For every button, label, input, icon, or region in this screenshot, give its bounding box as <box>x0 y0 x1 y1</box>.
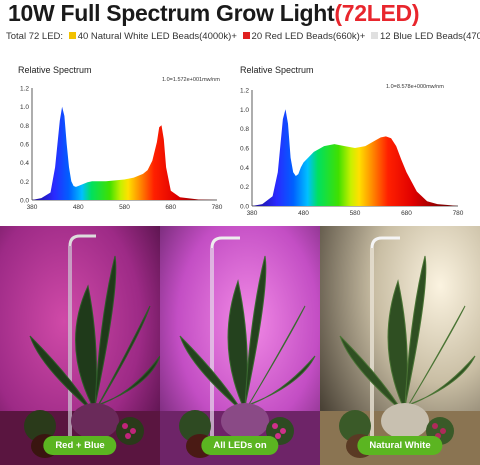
chart-title: Relative Spectrum <box>18 65 92 75</box>
x-tick-label: 480 <box>73 204 84 211</box>
y-tick-label: 0.4 <box>240 165 249 172</box>
spectrum-chart-right: 0.0 0.2 0.4 0.6 0.8 1.0 1.2 380 480 580 680 780 Rela… <box>226 62 480 222</box>
plant-photo-natural-white <box>320 226 480 465</box>
photo-natural-white: Natural White <box>320 226 480 465</box>
x-tick-label: 680 <box>165 204 176 211</box>
led-blue-label: 12 Blue LED Beads(470k) <box>380 31 480 42</box>
x-tick-label: 480 <box>298 210 309 217</box>
y-tick-label: 1.2 <box>20 86 29 93</box>
chart-annotation: 1.0=8.578e+000mw/nm <box>386 84 444 90</box>
yellow-swatch-icon <box>68 32 76 39</box>
label-natural-white: Natural White <box>357 436 443 455</box>
photo-strip: Red + Blue All LEDs on <box>0 226 480 465</box>
plant-photo-red-blue <box>0 226 160 465</box>
y-tick-label: 0.6 <box>240 146 249 153</box>
label-red-blue: Red + Blue <box>43 436 117 455</box>
photo-red-blue: Red + Blue <box>0 226 160 465</box>
chart-title: Relative Spectrum <box>240 65 314 75</box>
y-tick-label: 1.0 <box>20 104 29 111</box>
y-tick-label: 1.2 <box>240 88 249 95</box>
x-tick-label: 780 <box>212 204 223 211</box>
y-tick-label: 0.2 <box>20 179 29 186</box>
x-tick-label: 780 <box>453 210 464 217</box>
blue-swatch-icon <box>371 32 378 39</box>
y-tick-label: 0.2 <box>240 184 249 191</box>
page-title: 10W Full Spectrum Grow Light(72LED) <box>8 0 478 30</box>
y-tick-label: 0.8 <box>20 123 29 130</box>
y-tick-label: 1.0 <box>240 107 249 114</box>
spectrum-area <box>252 109 458 206</box>
red-swatch-icon <box>242 32 250 39</box>
x-tick-label: 380 <box>27 204 38 211</box>
y-tick-label: 0.0 <box>20 198 29 205</box>
led-red-label: 20 Red LED Beads(660k)+ <box>251 31 366 42</box>
led-summary: Total 72 LED: 40 Natural White LED Beads… <box>6 31 480 42</box>
label-all-leds: All LEDs on <box>201 436 279 455</box>
x-tick-label: 380 <box>247 210 258 217</box>
chart-annotation: 1.0=1.572e+001mw/nm <box>162 77 220 83</box>
y-tick-label: 0.0 <box>240 204 249 211</box>
y-tick-label: 0.4 <box>20 160 29 167</box>
photo-all-leds: All LEDs on <box>160 226 320 465</box>
spectrum-area <box>32 106 217 200</box>
title-accent: (72LED) <box>334 0 420 26</box>
x-tick-label: 580 <box>350 210 361 217</box>
plant-photo-all-leds <box>160 226 320 465</box>
x-tick-label: 680 <box>401 210 412 217</box>
y-tick-label: 0.6 <box>20 142 29 149</box>
spectrum-chart-left: 0.0 0.2 0.4 0.6 0.8 1.0 1.2 380 480 580 680 780 Rela… <box>0 62 240 222</box>
y-tick-label: 0.8 <box>240 126 249 133</box>
led-summary-prefix: Total 72 LED: <box>6 31 64 42</box>
led-white-label: 40 Natural White LED Beads(4000k)+ <box>77 31 237 42</box>
x-tick-label: 580 <box>119 204 130 211</box>
title-main: 10W Full Spectrum Grow Light <box>8 0 335 26</box>
